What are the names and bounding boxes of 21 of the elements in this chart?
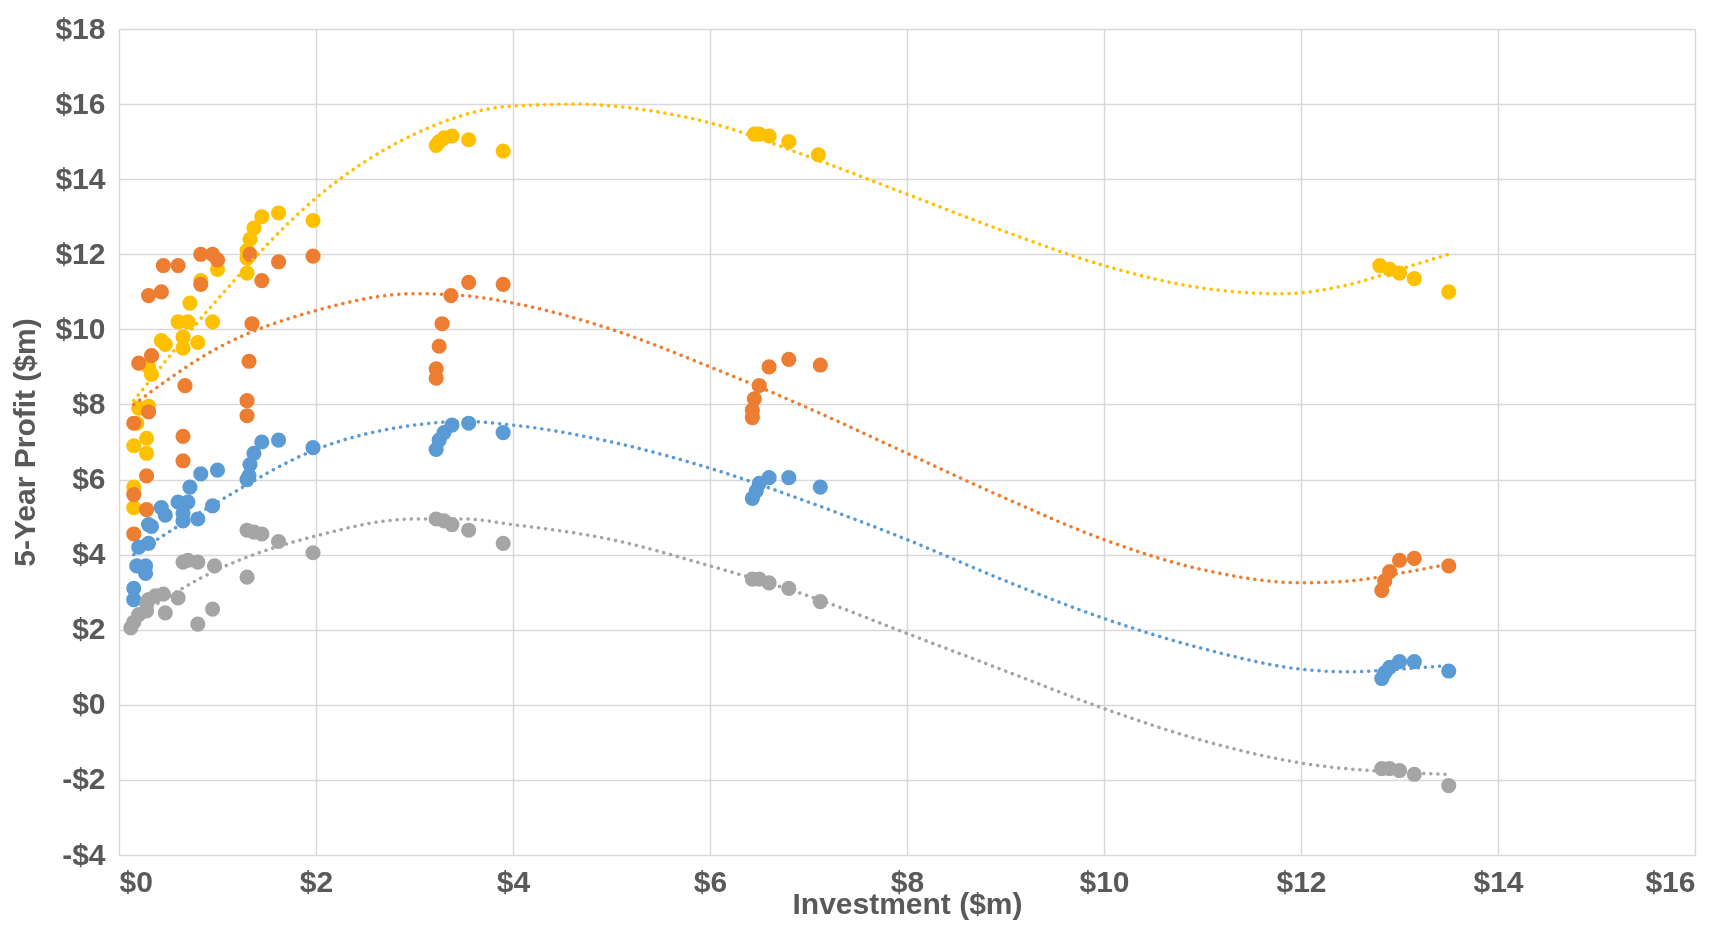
y-tick-label: $4: [72, 537, 106, 571]
y-tick-label: $18: [55, 11, 106, 45]
y-tick-label: $14: [55, 161, 106, 195]
x-tick-label: $14: [1473, 864, 1524, 898]
y-tick-label: -$4: [62, 837, 106, 871]
y-tick-label: $12: [55, 236, 106, 270]
y-tick-label: $10: [55, 311, 106, 345]
y-tick-label: $0: [72, 687, 106, 721]
x-tick-label: $12: [1276, 864, 1327, 898]
y-axis-title: 5-Year Profit ($m): [8, 318, 42, 567]
x-tick-label: $6: [693, 864, 728, 898]
x-tick-label: $0: [119, 864, 153, 898]
x-tick-label: $10: [1079, 864, 1130, 898]
x-tick-label: $2: [299, 864, 334, 898]
y-tick-label: $8: [72, 386, 106, 420]
y-tick-label: $16: [55, 86, 106, 120]
y-tick-label: $6: [72, 462, 106, 496]
x-tick-label: $16: [1645, 864, 1696, 898]
y-tick-label: $2: [72, 612, 106, 646]
y-tick-label: -$2: [62, 762, 106, 796]
x-tick-label: $4: [496, 864, 531, 898]
